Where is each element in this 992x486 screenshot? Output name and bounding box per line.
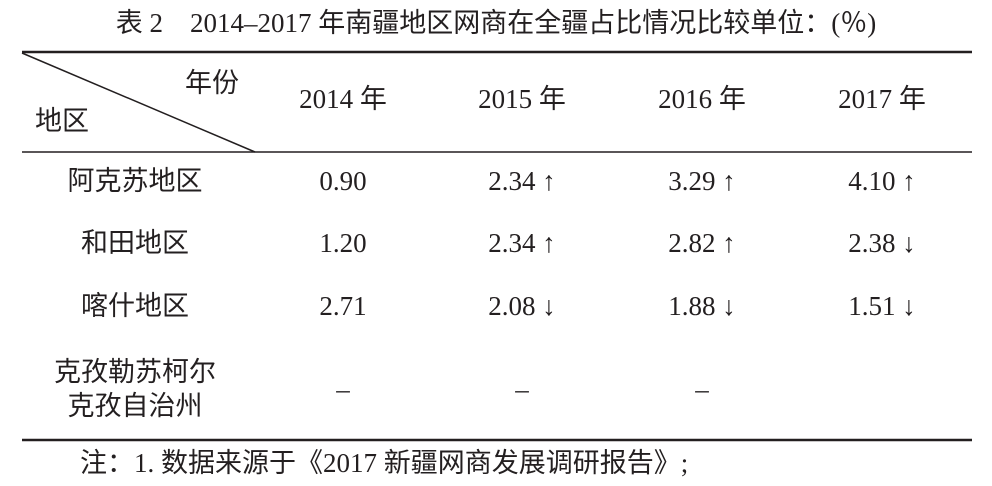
region-label: 克孜自治州 — [68, 391, 203, 421]
table-cell: 2.82 ↑ — [668, 228, 736, 258]
corner-top: 年份 — [185, 68, 239, 98]
table-cell: – — [694, 374, 709, 404]
table-title: 表 2 2014–2017 年南疆地区网商在全疆占比情况比较单位：(％) — [116, 8, 876, 38]
column-header: 2014 年 — [299, 84, 387, 114]
table-cell: – — [335, 374, 350, 404]
table-cell: 2.34 ↑ — [488, 228, 556, 258]
column-header: 2017 年 — [838, 84, 926, 114]
table-cell: 2.08 ↓ — [488, 291, 556, 321]
region-label: 喀什地区 — [81, 291, 189, 321]
region-label: 和田地区 — [81, 228, 189, 258]
table-cell: 2.38 ↓ — [848, 228, 916, 258]
table-cell: – — [514, 374, 529, 404]
table-cell: 1.51 ↓ — [848, 291, 916, 321]
region-label: 克孜勒苏柯尔 — [54, 357, 216, 387]
table-cell: 1.88 ↓ — [668, 291, 736, 321]
footnote: 注：1. 数据来源于《2017 新疆网商发展调研报告》; — [80, 448, 688, 478]
column-header: 2015 年 — [478, 84, 566, 114]
table-cell: 3.29 ↑ — [668, 166, 736, 196]
table-cell: 4.10 ↑ — [848, 166, 916, 196]
corner-bottom: 地区 — [35, 106, 89, 136]
region-label: 阿克苏地区 — [68, 166, 203, 196]
table-cell: 0.90 — [319, 166, 366, 196]
table-cell: 1.20 — [319, 228, 366, 258]
column-header: 2016 年 — [658, 84, 746, 114]
table-cell: 2.71 — [319, 291, 366, 321]
table-cell: 2.34 ↑ — [488, 166, 556, 196]
diagonal — [21, 52, 256, 153]
